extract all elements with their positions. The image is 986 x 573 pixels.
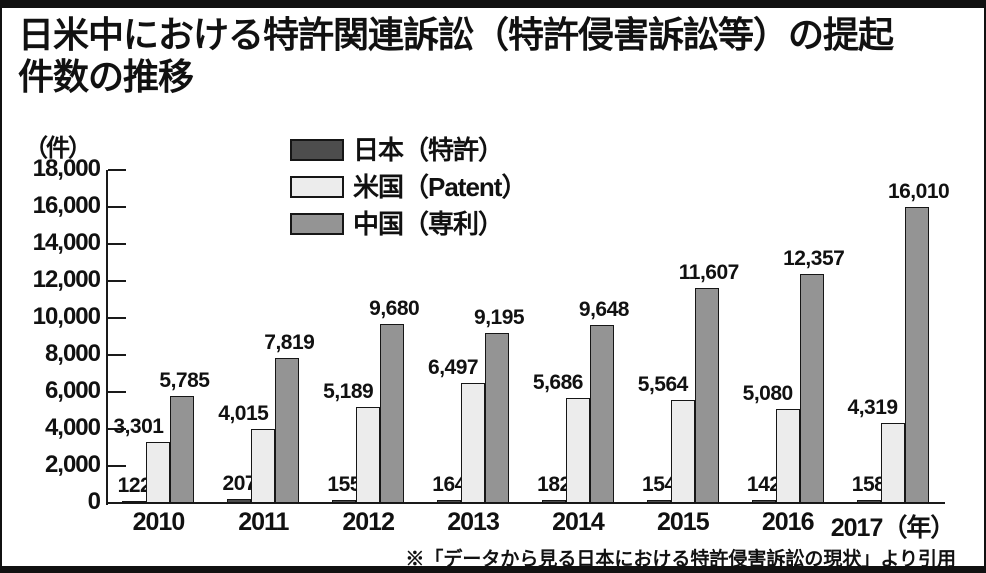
value-label-japan-2014: 182 [537,472,571,496]
x-tick-label-2010: 2010 [132,508,186,536]
legend-item-japan: 日本（特許） [290,135,526,165]
chart-legend: 日本（特許） 米国（Patent） 中国（専利） [290,135,527,246]
value-label-china-2016: 12,357 [783,247,845,271]
value-label-us-2016: 5,080 [742,382,794,406]
chart-title: 日米中における特許関連訴訟（特許侵害訴訟等）の提起 件数の推移 [18,14,964,98]
bar-us-2017 [880,423,905,503]
bar-japan-2014 [541,499,566,503]
x-tick-label-2012: 2012 [342,508,395,536]
value-label-japan-2010: 122 [117,473,152,497]
y-tick-12000 [108,280,126,282]
chart-title-line-2: 件数の推移 [18,56,194,98]
y-tick-label-14000: 14,000 [32,229,101,256]
value-label-us-2011: 4,015 [218,401,269,425]
bar-china-2010 [170,395,195,503]
bar-china-2013 [485,332,510,503]
bar-japan-2011 [227,499,252,503]
y-tick-4000 [108,428,126,430]
bar-japan-2013 [437,499,462,503]
y-tick-label-10000: 10,000 [32,303,101,330]
bar-us-2016 [775,409,800,503]
bar-us-2011 [251,428,276,503]
chart-title-line-1: 日米中における特許関連訴訟（特許侵害訴訟等）の提起 [18,14,894,55]
bar-japan-2016 [751,500,776,503]
value-label-japan-2012: 155 [327,473,361,497]
value-label-us-2013: 6,497 [428,355,479,379]
y-tick-16000 [108,206,126,208]
y-tick-label-8000: 8,000 [44,340,101,367]
legend-item-china: 中国（専利） [290,209,526,239]
bar-japan-2017 [856,500,881,503]
x-tick-label-2017: 2017（年） [830,514,956,542]
y-tick-label-12000: 12,000 [32,266,101,293]
source-note: ※「データから見る日本における特許侵害訴訟の現状」より引用 [405,549,956,570]
bar-china-2016 [799,274,824,503]
value-label-us-2010: 3,301 [113,414,164,438]
y-tick-14000 [108,243,126,245]
y-tick-label-18000: 18,000 [32,155,101,182]
bar-japan-2010 [122,500,147,503]
value-label-us-2017: 4,319 [847,396,899,420]
value-label-china-2017: 16,010 [887,179,950,203]
value-label-us-2012: 5,189 [323,380,374,403]
y-tick-18000 [108,169,126,171]
value-label-us-2015: 5,564 [637,373,689,397]
bar-china-2017 [904,206,929,503]
bar-us-2014 [565,397,590,503]
y-axis-line [106,170,108,505]
bar-us-2012 [356,407,381,503]
bar-china-2015 [694,288,719,503]
value-label-china-2015: 11,607 [678,261,740,285]
value-label-china-2013: 9,195 [474,305,525,329]
value-label-japan-2015: 154 [642,473,676,497]
legend-swatch-japan [290,139,344,161]
legend-item-us: 米国（Patent） [290,172,527,202]
value-label-china-2014: 9,648 [578,297,630,321]
bar-japan-2012 [332,500,357,503]
bar-us-2013 [461,382,486,503]
bar-china-2012 [380,323,405,503]
y-tick-label-2000: 2,000 [44,451,101,478]
value-label-japan-2013: 164 [432,472,466,496]
value-label-china-2011: 7,819 [264,331,315,355]
y-tick-6000 [108,391,126,393]
value-label-japan-2011: 207 [222,472,257,496]
value-label-us-2014: 5,686 [532,370,584,394]
y-tick-2000 [108,465,126,467]
x-tick-label-2014: 2014 [552,508,605,536]
value-label-china-2012: 9,680 [369,296,420,320]
bar-japan-2015 [646,500,671,503]
y-tick-label-0: 0 [87,488,101,515]
x-tick-label-2015: 2015 [657,508,710,536]
legend-label-china: 中国（専利） [353,209,504,239]
y-tick-label-6000: 6,000 [44,377,101,404]
value-label-japan-2017: 158 [851,473,886,497]
legend-label-japan: 日本（特許） [353,135,504,165]
legend-swatch-china [290,213,344,235]
y-tick-8000 [108,354,126,356]
y-axis-unit-label: （件） [24,135,92,162]
bar-us-2015 [670,400,695,503]
x-tick-label-2016: 2016 [761,508,815,536]
bar-china-2014 [589,324,614,503]
legend-swatch-us [290,176,344,198]
y-tick-10000 [108,317,126,319]
x-tick-label-2013: 2013 [447,508,500,536]
value-label-japan-2016: 142 [746,473,781,497]
x-tick-label-2011: 2011 [238,508,289,536]
value-label-china-2010: 5,785 [159,368,210,392]
bar-china-2011 [275,358,300,503]
bar-us-2010 [146,441,171,503]
y-tick-label-16000: 16,000 [32,192,101,219]
legend-label-us: 米国（Patent） [353,172,527,202]
y-tick-label-4000: 4,000 [44,414,101,441]
x-axis-line [106,502,945,504]
